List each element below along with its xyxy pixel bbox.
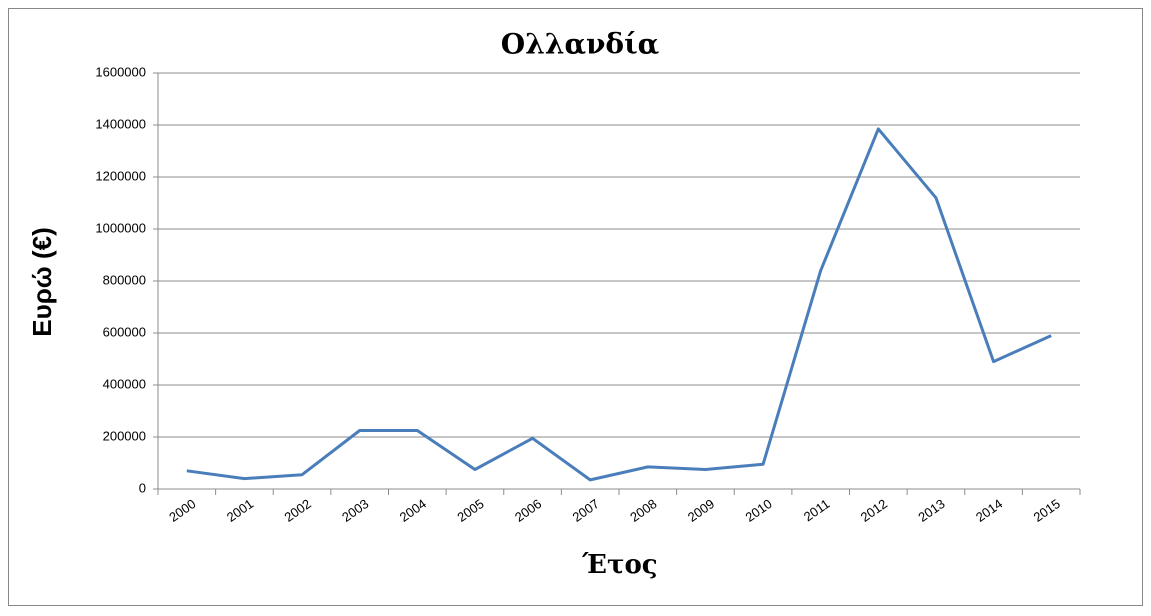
y-tick-label: 800000 <box>103 272 146 287</box>
y-tick-label: 1200000 <box>95 168 146 183</box>
y-tick-label: 200000 <box>103 428 146 443</box>
y-tick-label: 0 <box>139 480 146 495</box>
y-tick-label: 1400000 <box>95 116 146 131</box>
x-axis-label: Έτος <box>581 550 657 580</box>
y-tick-label: 400000 <box>103 376 146 391</box>
y-axis-label: Ευρώ (€) <box>27 227 57 337</box>
y-tick-label: 600000 <box>103 324 146 339</box>
chart-title: Ολλανδία <box>501 28 659 61</box>
series-line <box>186 127 1052 482</box>
y-tick-label: 1000000 <box>95 220 146 235</box>
y-tick-label: 1600000 <box>95 64 146 79</box>
chart-border <box>8 8 1143 606</box>
